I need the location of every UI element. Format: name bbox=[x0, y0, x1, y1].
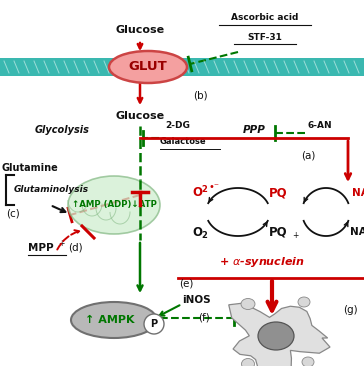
Text: P: P bbox=[150, 319, 158, 329]
Text: 2-DG: 2-DG bbox=[165, 122, 190, 131]
Text: 2: 2 bbox=[201, 232, 207, 240]
Text: NADP: NADP bbox=[350, 227, 364, 237]
Text: (a): (a) bbox=[301, 150, 315, 160]
Ellipse shape bbox=[241, 359, 254, 366]
Text: (e): (e) bbox=[179, 279, 193, 289]
Text: (c): (c) bbox=[6, 209, 20, 219]
Text: PPP: PPP bbox=[242, 125, 265, 135]
Text: Glycolysis: Glycolysis bbox=[35, 125, 90, 135]
Text: STF-31: STF-31 bbox=[248, 34, 282, 42]
Text: ↑ AMPK: ↑ AMPK bbox=[85, 315, 135, 325]
Text: 6-AN: 6-AN bbox=[308, 122, 332, 131]
Ellipse shape bbox=[302, 357, 314, 366]
Text: (b): (b) bbox=[193, 91, 207, 101]
Text: MPP: MPP bbox=[28, 243, 54, 253]
Text: + $\alpha$-synuclein: + $\alpha$-synuclein bbox=[219, 255, 305, 269]
Text: +: + bbox=[58, 239, 64, 249]
Text: ↑AMP (ADP)↓ATP: ↑AMP (ADP)↓ATP bbox=[72, 201, 157, 209]
Text: Glucose: Glucose bbox=[115, 25, 165, 35]
Polygon shape bbox=[229, 303, 330, 366]
Bar bbox=[0, 58, 364, 76]
Text: Ascorbic acid: Ascorbic acid bbox=[231, 14, 299, 22]
Ellipse shape bbox=[258, 322, 294, 350]
Text: 2: 2 bbox=[201, 184, 207, 194]
Ellipse shape bbox=[71, 302, 157, 338]
Ellipse shape bbox=[298, 297, 310, 307]
Text: (g): (g) bbox=[343, 305, 357, 315]
Ellipse shape bbox=[241, 299, 255, 310]
Text: Glutaminolysis: Glutaminolysis bbox=[14, 186, 89, 194]
Ellipse shape bbox=[109, 51, 187, 83]
Text: GLUT: GLUT bbox=[128, 60, 167, 74]
Text: PQ: PQ bbox=[269, 225, 287, 239]
Text: iNOS: iNOS bbox=[182, 295, 210, 305]
Text: Galactose: Galactose bbox=[160, 138, 207, 146]
Text: (d): (d) bbox=[68, 243, 83, 253]
Text: (f): (f) bbox=[198, 313, 210, 323]
Text: +: + bbox=[292, 231, 298, 239]
Ellipse shape bbox=[68, 176, 160, 234]
Ellipse shape bbox=[144, 314, 164, 334]
Text: O: O bbox=[192, 187, 202, 199]
Text: O: O bbox=[192, 225, 202, 239]
Text: •⁻: •⁻ bbox=[208, 182, 219, 192]
Text: Glucose: Glucose bbox=[115, 111, 165, 121]
Text: NADPH: NADPH bbox=[352, 188, 364, 198]
Text: Glutamine: Glutamine bbox=[2, 163, 59, 173]
Text: PQ: PQ bbox=[269, 187, 287, 199]
